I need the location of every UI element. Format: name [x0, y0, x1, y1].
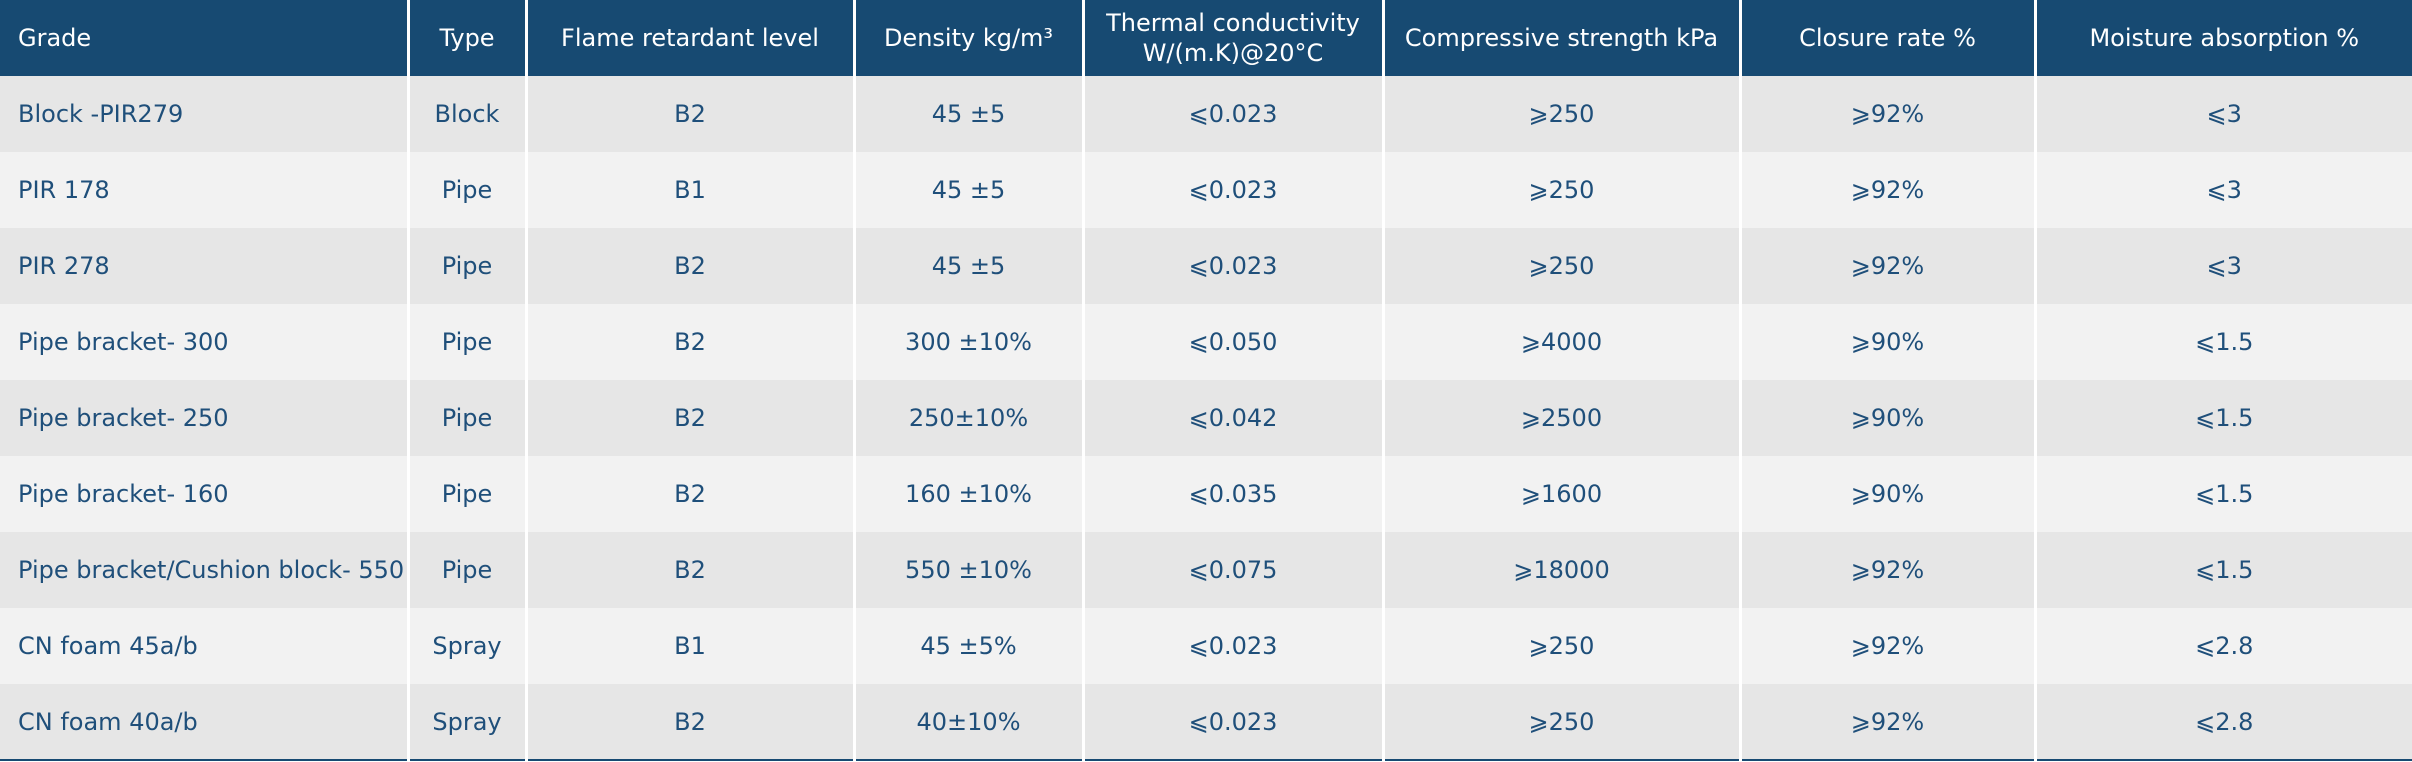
- table-cell: ⩾250: [1383, 684, 1742, 760]
- table-row: CN foam 45a/b Spray B1 45 ±5% ⩽0.023 ⩾250 ⩾92%…: [0, 608, 2412, 684]
- table-cell: ⩽1.5: [2035, 532, 2412, 608]
- table-cell: ⩽1.5: [2035, 456, 2412, 532]
- table-cell: Pipe: [408, 380, 528, 456]
- table-cell: ⩽3: [2035, 228, 2412, 304]
- table-cell: ⩽3: [2035, 76, 2412, 152]
- table-row: Block -PIR279 Block B2 45 ±5 ⩽0.023 ⩾250 ⩾92% ⩽…: [0, 76, 2412, 152]
- table-cell: ⩽2.8: [2035, 608, 2412, 684]
- table-cell: ⩾90%: [1740, 304, 2037, 380]
- table-cell: 45 ±5: [854, 152, 1085, 228]
- table-cell: B2: [526, 228, 856, 304]
- header-line: Thermal conductivity: [1106, 9, 1360, 37]
- header-cell: Grade: [0, 0, 410, 76]
- table-cell: Pipe bracket- 160: [0, 456, 410, 532]
- table-cell: Pipe: [408, 456, 528, 532]
- header-cell: Flame retardant level: [526, 0, 856, 76]
- table-row: PIR 278 Pipe B2 45 ±5 ⩽0.023 ⩾250 ⩾92% ⩽3: [0, 228, 2412, 304]
- table-cell: ⩾2500: [1383, 380, 1742, 456]
- table-cell: Pipe bracket- 300: [0, 304, 410, 380]
- table-cell: Pipe: [408, 228, 528, 304]
- table-cell: ⩾92%: [1740, 152, 2037, 228]
- table-cell: ⩽0.035: [1083, 456, 1385, 532]
- table-cell: ⩽0.023: [1083, 228, 1385, 304]
- table-cell: B2: [526, 380, 856, 456]
- table-cell: Spray: [408, 608, 528, 684]
- table-row: PIR 178 Pipe B1 45 ±5 ⩽0.023 ⩾250 ⩾92% ⩽3: [0, 152, 2412, 228]
- header-cell: Closure rate %: [1740, 0, 2037, 76]
- table-cell: ⩾92%: [1740, 684, 2037, 760]
- table-cell: 45 ±5%: [854, 608, 1085, 684]
- header-row: Grade Type Flame retardant level Density kg…: [0, 0, 2412, 76]
- table-cell: ⩽0.023: [1083, 608, 1385, 684]
- table-cell: CN foam 45a/b: [0, 608, 410, 684]
- table-row: Pipe bracket- 250 Pipe B2 250±10% ⩽0.042 ⩾250…: [0, 380, 2412, 456]
- table-cell: ⩽0.042: [1083, 380, 1385, 456]
- table-cell: ⩽2.8: [2035, 684, 2412, 760]
- table-cell: ⩽3: [2035, 152, 2412, 228]
- table-cell: CN foam 40a/b: [0, 684, 410, 760]
- table-cell: B2: [526, 456, 856, 532]
- table-cell: ⩾250: [1383, 228, 1742, 304]
- table-cell: ⩾92%: [1740, 228, 2037, 304]
- table-cell: ⩾4000: [1383, 304, 1742, 380]
- table-cell: ⩾250: [1383, 76, 1742, 152]
- table-row: CN foam 40a/b Spray B2 40±10% ⩽0.023 ⩾250 ⩾92%…: [0, 684, 2412, 760]
- table-cell: Block: [408, 76, 528, 152]
- table-cell: ⩾90%: [1740, 380, 2037, 456]
- header-cell: Moisture absorption %: [2035, 0, 2412, 76]
- table-cell: ⩾1600: [1383, 456, 1742, 532]
- table-cell: Pipe: [408, 532, 528, 608]
- table-cell: ⩽0.023: [1083, 152, 1385, 228]
- header-cell: Thermal conductivity W/(m.K)@20°C: [1083, 0, 1385, 76]
- table-cell: Pipe bracket- 250: [0, 380, 410, 456]
- table-cell: ⩽0.023: [1083, 76, 1385, 152]
- table-cell: 40±10%: [854, 684, 1085, 760]
- table-row: Pipe bracket- 160 Pipe B2 160 ±10% ⩽0.035 ⩾16…: [0, 456, 2412, 532]
- table-cell: ⩾92%: [1740, 76, 2037, 152]
- table-cell: B2: [526, 304, 856, 380]
- table-cell: B2: [526, 76, 856, 152]
- table-cell: ⩾250: [1383, 152, 1742, 228]
- table-cell: Block -PIR279: [0, 76, 410, 152]
- table-cell: ⩽0.023: [1083, 684, 1385, 760]
- table-cell: PIR 278: [0, 228, 410, 304]
- header-cell: Type: [408, 0, 528, 76]
- table-cell: Pipe: [408, 152, 528, 228]
- table-cell: 45 ±5: [854, 76, 1085, 152]
- table-cell: 550 ±10%: [854, 532, 1085, 608]
- header-cell: Density kg/m³: [854, 0, 1085, 76]
- table-cell: ⩽0.050: [1083, 304, 1385, 380]
- table-cell: B2: [526, 532, 856, 608]
- table-cell: B2: [526, 684, 856, 760]
- table-cell: B1: [526, 152, 856, 228]
- table-cell: ⩽1.5: [2035, 304, 2412, 380]
- table-cell: ⩾92%: [1740, 608, 2037, 684]
- table-cell: PIR 178: [0, 152, 410, 228]
- table-row: Pipe bracket/Cushion block- 550 Pipe B2 550…: [0, 532, 2412, 608]
- table-cell: Pipe bracket/Cushion block- 550: [0, 532, 410, 608]
- table-cell: ⩾92%: [1740, 532, 2037, 608]
- table-cell: ⩾18000: [1383, 532, 1742, 608]
- table-cell: 160 ±10%: [854, 456, 1085, 532]
- table-cell: ⩽0.075: [1083, 532, 1385, 608]
- table-body: Block -PIR279 Block B2 45 ±5 ⩽0.023 ⩾250 ⩾92% ⩽…: [0, 76, 2412, 760]
- table-cell: ⩽1.5: [2035, 380, 2412, 456]
- table-cell: ⩾250: [1383, 608, 1742, 684]
- table-cell: B1: [526, 608, 856, 684]
- header-line: W/(m.K)@20°C: [1142, 39, 1324, 67]
- table-cell: 250±10%: [854, 380, 1085, 456]
- table-cell: 300 ±10%: [854, 304, 1085, 380]
- table-cell: Spray: [408, 684, 528, 760]
- table-cell: Pipe: [408, 304, 528, 380]
- header-cell: Compressive strength kPa: [1383, 0, 1742, 76]
- table-cell: ⩾90%: [1740, 456, 2037, 532]
- table-row: Pipe bracket- 300 Pipe B2 300 ±10% ⩽0.050 ⩾40…: [0, 304, 2412, 380]
- table-cell: 45 ±5: [854, 228, 1085, 304]
